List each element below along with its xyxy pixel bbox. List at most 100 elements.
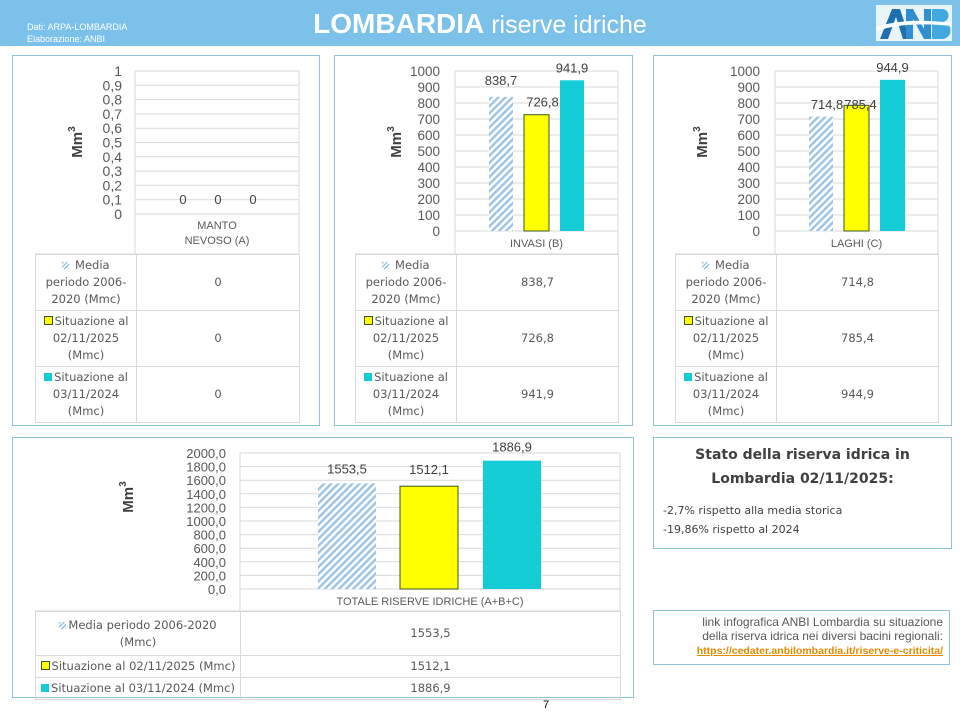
y-tick-label: 800 <box>737 96 760 111</box>
cell-value: 838,7 <box>456 254 619 311</box>
legend-key-yellow-icon <box>363 316 373 325</box>
legend-key-yellow-icon <box>683 316 693 325</box>
data-label: 1553,5 <box>327 461 367 476</box>
y-tick-label: 600,0 <box>193 541 226 556</box>
table-row: Situazione al 03/11/2024 (Mmc) 944,9 <box>675 366 939 423</box>
data-label: 0 <box>249 192 256 207</box>
table-row: Situazione al 02/11/2025 (Mmc) 0 <box>35 310 300 367</box>
table-row: Media periodo 2006- 2020 (Mmc) 0 <box>35 254 300 311</box>
table-row: Situazione al 03/11/2024 (Mmc) 0 <box>35 366 300 423</box>
label-text: Situazione al 02/11/2025 (Mmc) <box>51 659 236 673</box>
link-box: link infografica ANBI Lombardia su situa… <box>653 610 950 665</box>
summary-vs-historical: -2,7% rispetto alla media storica <box>663 504 843 517</box>
summary-heading: Stato della riserva idrica in Lombardia … <box>654 443 951 491</box>
data-table-invasi: Media periodo 2006- 2020 (Mmc) 838,7 Situa… <box>355 254 619 423</box>
legend-key-cyan-icon <box>41 684 50 692</box>
y-axis-label: Mm3 <box>386 126 405 158</box>
cell-value: 714,8 <box>776 254 939 311</box>
page-title: LOMBARDIA riserve idriche <box>0 7 960 42</box>
row-label-2025: Situazione al 02/11/2025 (Mmc) <box>355 310 457 367</box>
y-tick-label: 1000 <box>410 64 440 79</box>
data-label: 714,8 <box>811 97 844 112</box>
y-tick-label: 1200,0 <box>186 500 226 515</box>
y-tick-label: 1000 <box>730 64 760 79</box>
y-tick-label: 1 <box>114 63 122 79</box>
table-row: Media periodo 2006- 2020 (Mmc) 714,8 <box>675 254 939 311</box>
y-tick-label: 200 <box>737 192 760 207</box>
y-tick-label: 700 <box>737 112 760 127</box>
legend-key-cyan-icon <box>44 373 53 381</box>
data-label: 941,9 <box>556 60 589 75</box>
category-label: MANTO <box>197 220 237 232</box>
category-label: INVASI (B) <box>510 238 563 250</box>
legend-key-cyan-icon <box>684 373 693 381</box>
table-row: Situazione al 02/11/2025 (Mmc) 785,4 <box>675 310 939 367</box>
cell-value: 1512,1 <box>240 655 621 678</box>
bar-2024 <box>560 80 584 232</box>
y-tick-label: 100 <box>737 208 760 223</box>
row-label-2024: Situazione al 03/11/2024 (Mmc) <box>675 366 777 423</box>
y-tick-label: 0,4 <box>103 149 123 165</box>
y-tick-label: 300 <box>417 176 440 191</box>
category-label: LAGHI (C) <box>831 238 882 250</box>
y-tick-label: 800 <box>417 96 440 111</box>
data-label: 1886,9 <box>492 440 532 455</box>
link-description: della riserva idrica nei diversi bacini … <box>702 629 943 643</box>
legend-key-hatch-icon <box>59 621 67 629</box>
label-text: periodo 2006- <box>45 275 127 289</box>
y-tick-label: 600 <box>737 128 760 143</box>
label-text: (Mmc) <box>387 404 425 418</box>
label-text: 02/11/2025 <box>372 331 440 345</box>
data-table-laghi: Media periodo 2006- 2020 (Mmc) 714,8 Situa… <box>675 254 939 423</box>
legend-key-hatch-icon <box>702 262 710 269</box>
y-tick-label: 0,9 <box>103 77 123 93</box>
y-tick-label: 400,0 <box>193 555 226 570</box>
label-text: periodo 2006- <box>685 275 767 289</box>
cell-value: 944,9 <box>776 366 939 423</box>
y-tick-label: 1600,0 <box>186 473 226 488</box>
y-tick-label: 0,6 <box>103 120 123 136</box>
y-tick-label: 0,1 <box>103 192 123 208</box>
y-tick-label: 400 <box>417 160 440 175</box>
y-axis-label: Mm3 <box>692 126 711 158</box>
label-text: (Mmc) <box>707 404 745 418</box>
label-text: 02/11/2025 <box>692 331 760 345</box>
y-tick-label: 700 <box>417 112 440 127</box>
row-label-2025: Situazione al 02/11/2025 (Mmc) <box>35 655 241 678</box>
cell-value: 1553,5 <box>240 611 621 656</box>
y-tick-label: 1000,0 <box>186 514 226 529</box>
y-tick-label: 0,7 <box>103 106 123 122</box>
label-text: Situazione al <box>374 314 449 328</box>
legend-key-cyan-icon <box>364 373 373 381</box>
label-text: 2020 (Mmc) <box>51 292 121 306</box>
cell-value: 0 <box>136 366 300 423</box>
y-tick-label: 200 <box>417 192 440 207</box>
y-tick-label: 900 <box>737 80 760 95</box>
data-label: 785,4 <box>844 97 877 112</box>
label-text: (Mmc) <box>67 348 105 362</box>
data-table-totale: Media periodo 2006-2020 (Mmc) 1553,5 Situ… <box>35 611 621 700</box>
y-tick-label: 500 <box>417 144 440 159</box>
data-label: 944,9 <box>876 60 909 75</box>
label-text: Media <box>715 258 750 272</box>
legend-key-yellow-icon <box>43 316 53 325</box>
bar-media <box>318 483 376 589</box>
data-label: 726,8 <box>526 95 559 110</box>
row-label-2024: Situazione al 03/11/2024 (Mmc) <box>35 677 241 700</box>
y-tick-label: 400 <box>737 160 760 175</box>
label-text: (Mmc) <box>387 348 425 362</box>
bar-2025 <box>523 114 550 232</box>
y-tick-label: 900 <box>417 80 440 95</box>
y-tick-label: 0 <box>114 206 122 222</box>
label-text: (Mmc) <box>119 634 157 649</box>
data-label: 0 <box>214 192 221 207</box>
y-tick-label: 0,3 <box>103 163 123 179</box>
label-text: Situazione al <box>54 370 128 384</box>
cell-value: 726,8 <box>456 310 619 367</box>
y-tick-label: 300 <box>737 176 760 191</box>
label-text: 2020 (Mmc) <box>371 292 441 306</box>
label-text: 03/11/2024 <box>372 387 440 401</box>
y-tick-label: 0 <box>752 224 760 239</box>
infographic-link[interactable]: https://cedater.anbilombardia.it/riserve… <box>696 645 943 657</box>
